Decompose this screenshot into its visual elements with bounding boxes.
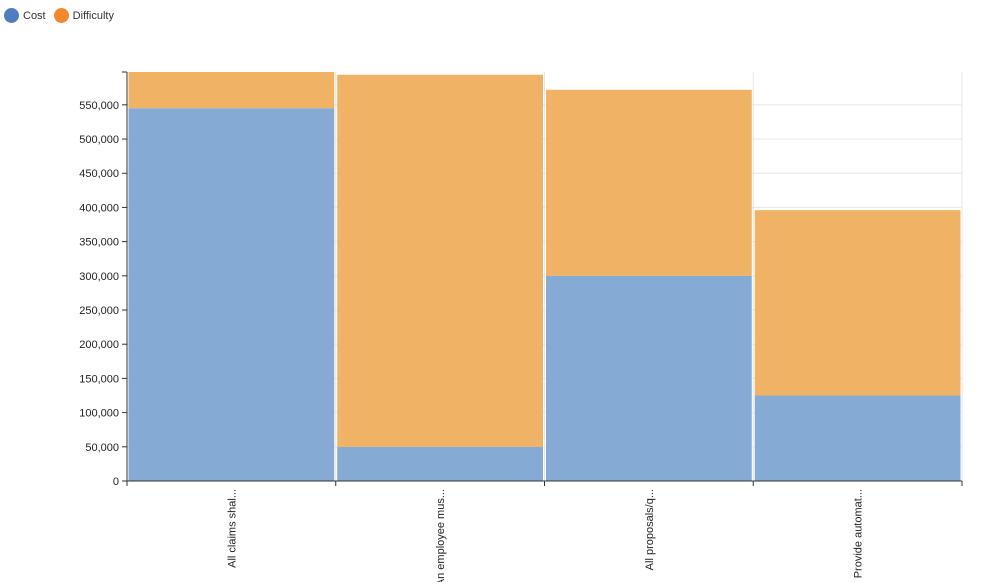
bar-difficulty-3 <box>546 89 752 276</box>
legend-label-difficulty: Difficulty <box>72 9 114 22</box>
y-tick-label: 200,000 <box>79 339 119 351</box>
bar-cost-2 <box>337 446 543 481</box>
y-tick-label: 350,000 <box>79 237 119 249</box>
bar-cost-3 <box>546 275 752 481</box>
y-tick-label: 400,000 <box>79 202 119 214</box>
bar-cost-4 <box>754 395 961 481</box>
y-tick-label: 500,000 <box>79 134 119 146</box>
y-tick-label: 50,000 <box>85 442 119 454</box>
chart-legend: Cost Difficulty <box>4 8 122 23</box>
bar-difficulty-2 <box>337 74 543 447</box>
bar-difficulty-4 <box>754 210 961 396</box>
x-tick-label: All proposals/q... <box>644 489 656 570</box>
x-tick-label: Provide automat... <box>853 489 865 578</box>
x-tick-label: An employee mus... <box>435 489 447 582</box>
bar-difficulty-1 <box>128 72 335 109</box>
y-tick-label: 300,000 <box>79 271 119 283</box>
legend-swatch-cost <box>4 8 19 23</box>
y-tick-label: 550,000 <box>79 100 119 112</box>
bar-cost-1 <box>128 108 335 482</box>
y-tick-label: 0 <box>113 476 119 488</box>
y-tick-label: 450,000 <box>79 168 119 180</box>
x-tick-label: All claims shal... <box>226 489 238 568</box>
legend-swatch-difficulty <box>53 8 69 23</box>
y-tick-label: 100,000 <box>79 408 119 420</box>
y-tick-label: 250,000 <box>79 305 119 317</box>
legend-label-cost: Cost <box>23 9 46 22</box>
legend-item-difficulty[interactable]: Difficulty <box>53 8 114 23</box>
legend-item-cost[interactable]: Cost <box>4 8 46 23</box>
y-tick-label: 150,000 <box>79 373 119 385</box>
